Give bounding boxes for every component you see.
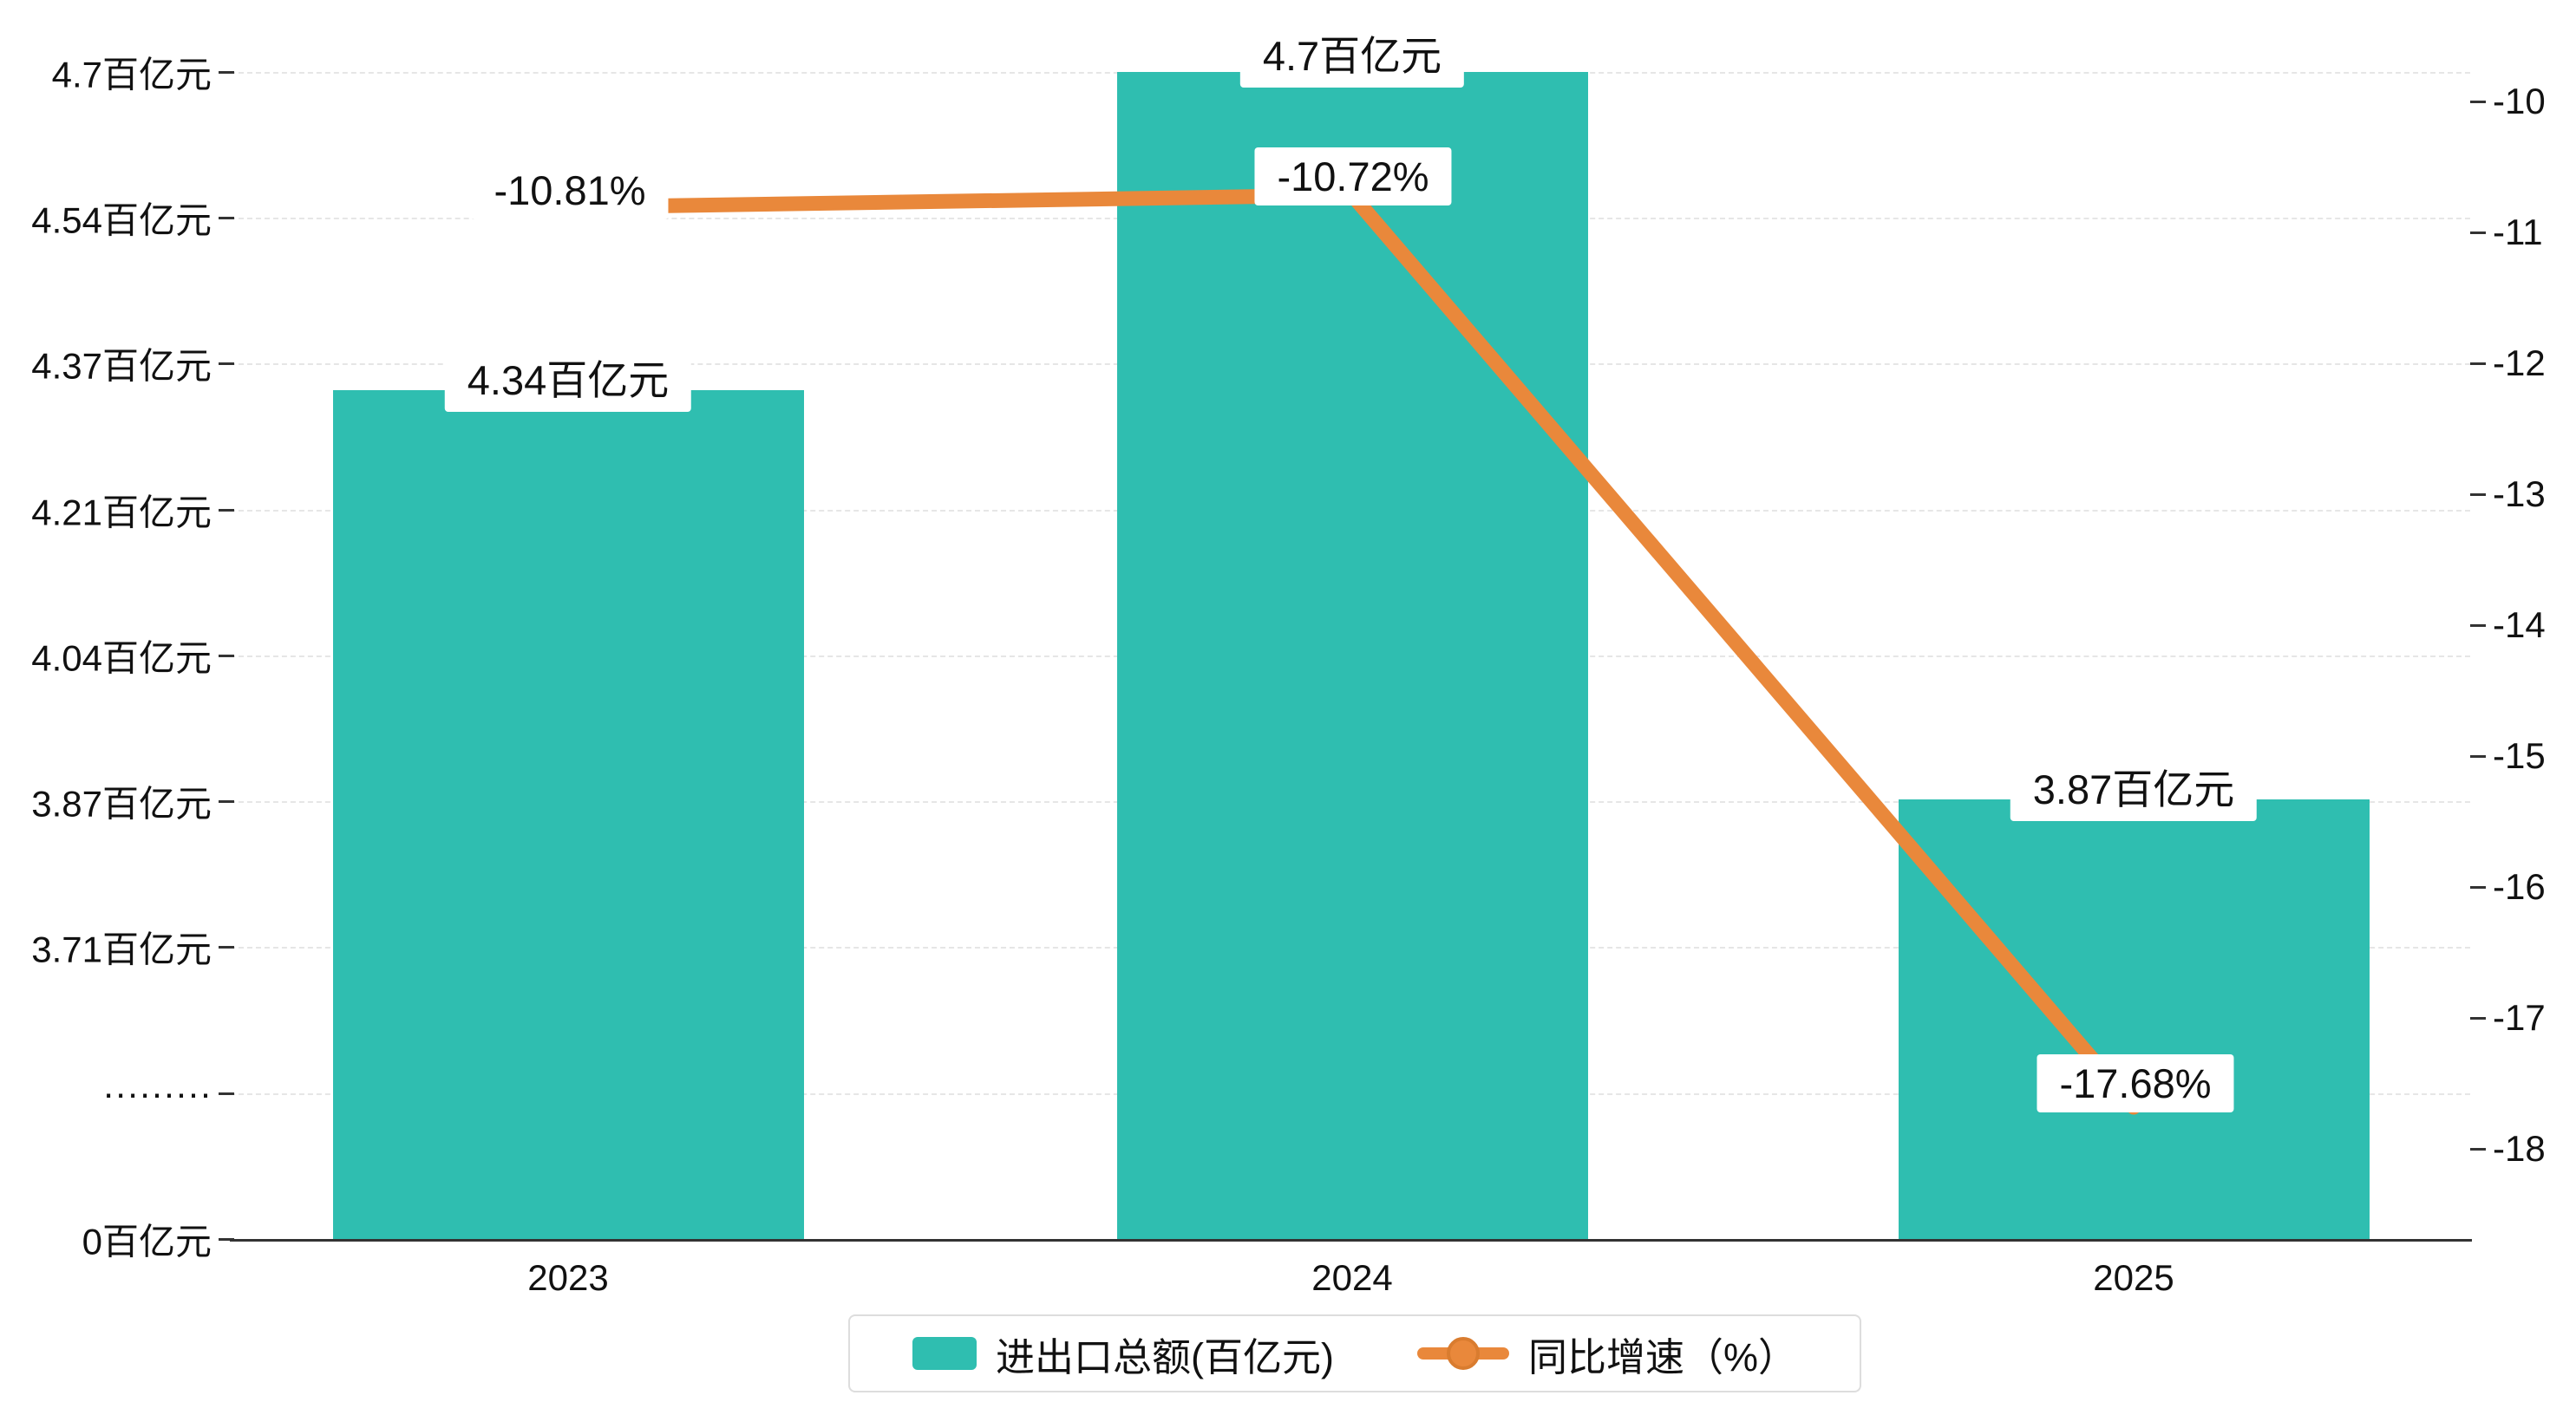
right-axis-label: -11 <box>2493 212 2543 252</box>
left-axis-break-label: ········· <box>102 1073 212 1113</box>
right-axis-label: -12 <box>2493 342 2546 383</box>
legend: 进出口总额(百亿元) 同比增速（%） <box>848 1314 1861 1392</box>
left-axis-tick <box>219 800 234 803</box>
left-axis-tick <box>219 1092 234 1095</box>
right-axis-label: -14 <box>2493 604 2546 645</box>
line-value-label: -10.72% <box>1254 147 1452 205</box>
x-axis-label-2025: 2025 <box>2093 1257 2174 1298</box>
right-axis-label: -15 <box>2493 735 2546 776</box>
left-axis-label: 4.04百亿元 <box>31 637 212 679</box>
x-axis-line <box>230 1239 2472 1242</box>
left-axis-tick <box>219 509 234 512</box>
right-axis-label: -10 <box>2493 81 2546 121</box>
bar-2024[interactable] <box>1117 72 1588 1239</box>
right-axis-tick <box>2470 231 2486 234</box>
right-axis-label: -17 <box>2493 997 2546 1038</box>
left-axis-tick <box>219 655 234 657</box>
left-axis-tick <box>219 362 234 365</box>
right-axis-label: -13 <box>2493 473 2546 514</box>
right-axis-tick <box>2470 493 2486 496</box>
line-dot-icon <box>1446 1337 1480 1370</box>
right-axis-tick <box>2470 101 2486 103</box>
x-axis-label-2024: 2024 <box>1311 1257 1393 1298</box>
right-axis-label: -18 <box>2493 1128 2546 1169</box>
left-axis-tick <box>219 946 234 949</box>
right-axis-tick <box>2470 755 2486 758</box>
bar-2023[interactable] <box>333 390 804 1239</box>
left-axis-label: 0百亿元 <box>82 1221 212 1262</box>
legend-label-total: 进出口总额(百亿元) <box>996 1334 1334 1379</box>
legend-item-total[interactable]: 进出口总额(百亿元) <box>912 1326 1334 1382</box>
left-axis-label: 4.54百亿元 <box>31 199 212 241</box>
left-axis-label: 3.71百亿元 <box>31 929 212 970</box>
left-axis-tick <box>219 1238 234 1241</box>
left-axis-label: 4.7百亿元 <box>51 54 212 95</box>
left-axis-tick <box>219 71 234 74</box>
left-axis-label: 4.21百亿元 <box>31 492 212 533</box>
bar-swatch-icon <box>912 1337 977 1370</box>
x-axis-label-2023: 2023 <box>527 1257 609 1298</box>
right-axis-tick <box>2470 1148 2486 1151</box>
left-axis-label: 3.87百亿元 <box>31 783 212 825</box>
right-axis-tick <box>2470 362 2486 365</box>
line-value-label: -10.81% <box>471 161 669 219</box>
legend-item-growth[interactable]: 同比增速（%） <box>1416 1326 1797 1382</box>
bar-value-label: 4.34百亿元 <box>444 342 692 412</box>
right-axis-tick <box>2470 624 2486 627</box>
line-value-label: -17.68% <box>2037 1054 2234 1112</box>
bar-value-label: 3.87百亿元 <box>2010 751 2258 821</box>
bar-value-label: 4.7百亿元 <box>1239 17 1465 88</box>
bar-2025[interactable] <box>1899 799 2370 1239</box>
line-marker-icon <box>1416 1337 1509 1370</box>
legend-label-growth: 同比增速（%） <box>1527 1334 1797 1379</box>
right-axis-tick <box>2470 1017 2486 1020</box>
right-axis-label: -16 <box>2493 866 2546 907</box>
left-axis-label: 4.37百亿元 <box>31 345 212 387</box>
left-axis-tick <box>219 217 234 219</box>
right-axis-tick <box>2470 886 2486 889</box>
